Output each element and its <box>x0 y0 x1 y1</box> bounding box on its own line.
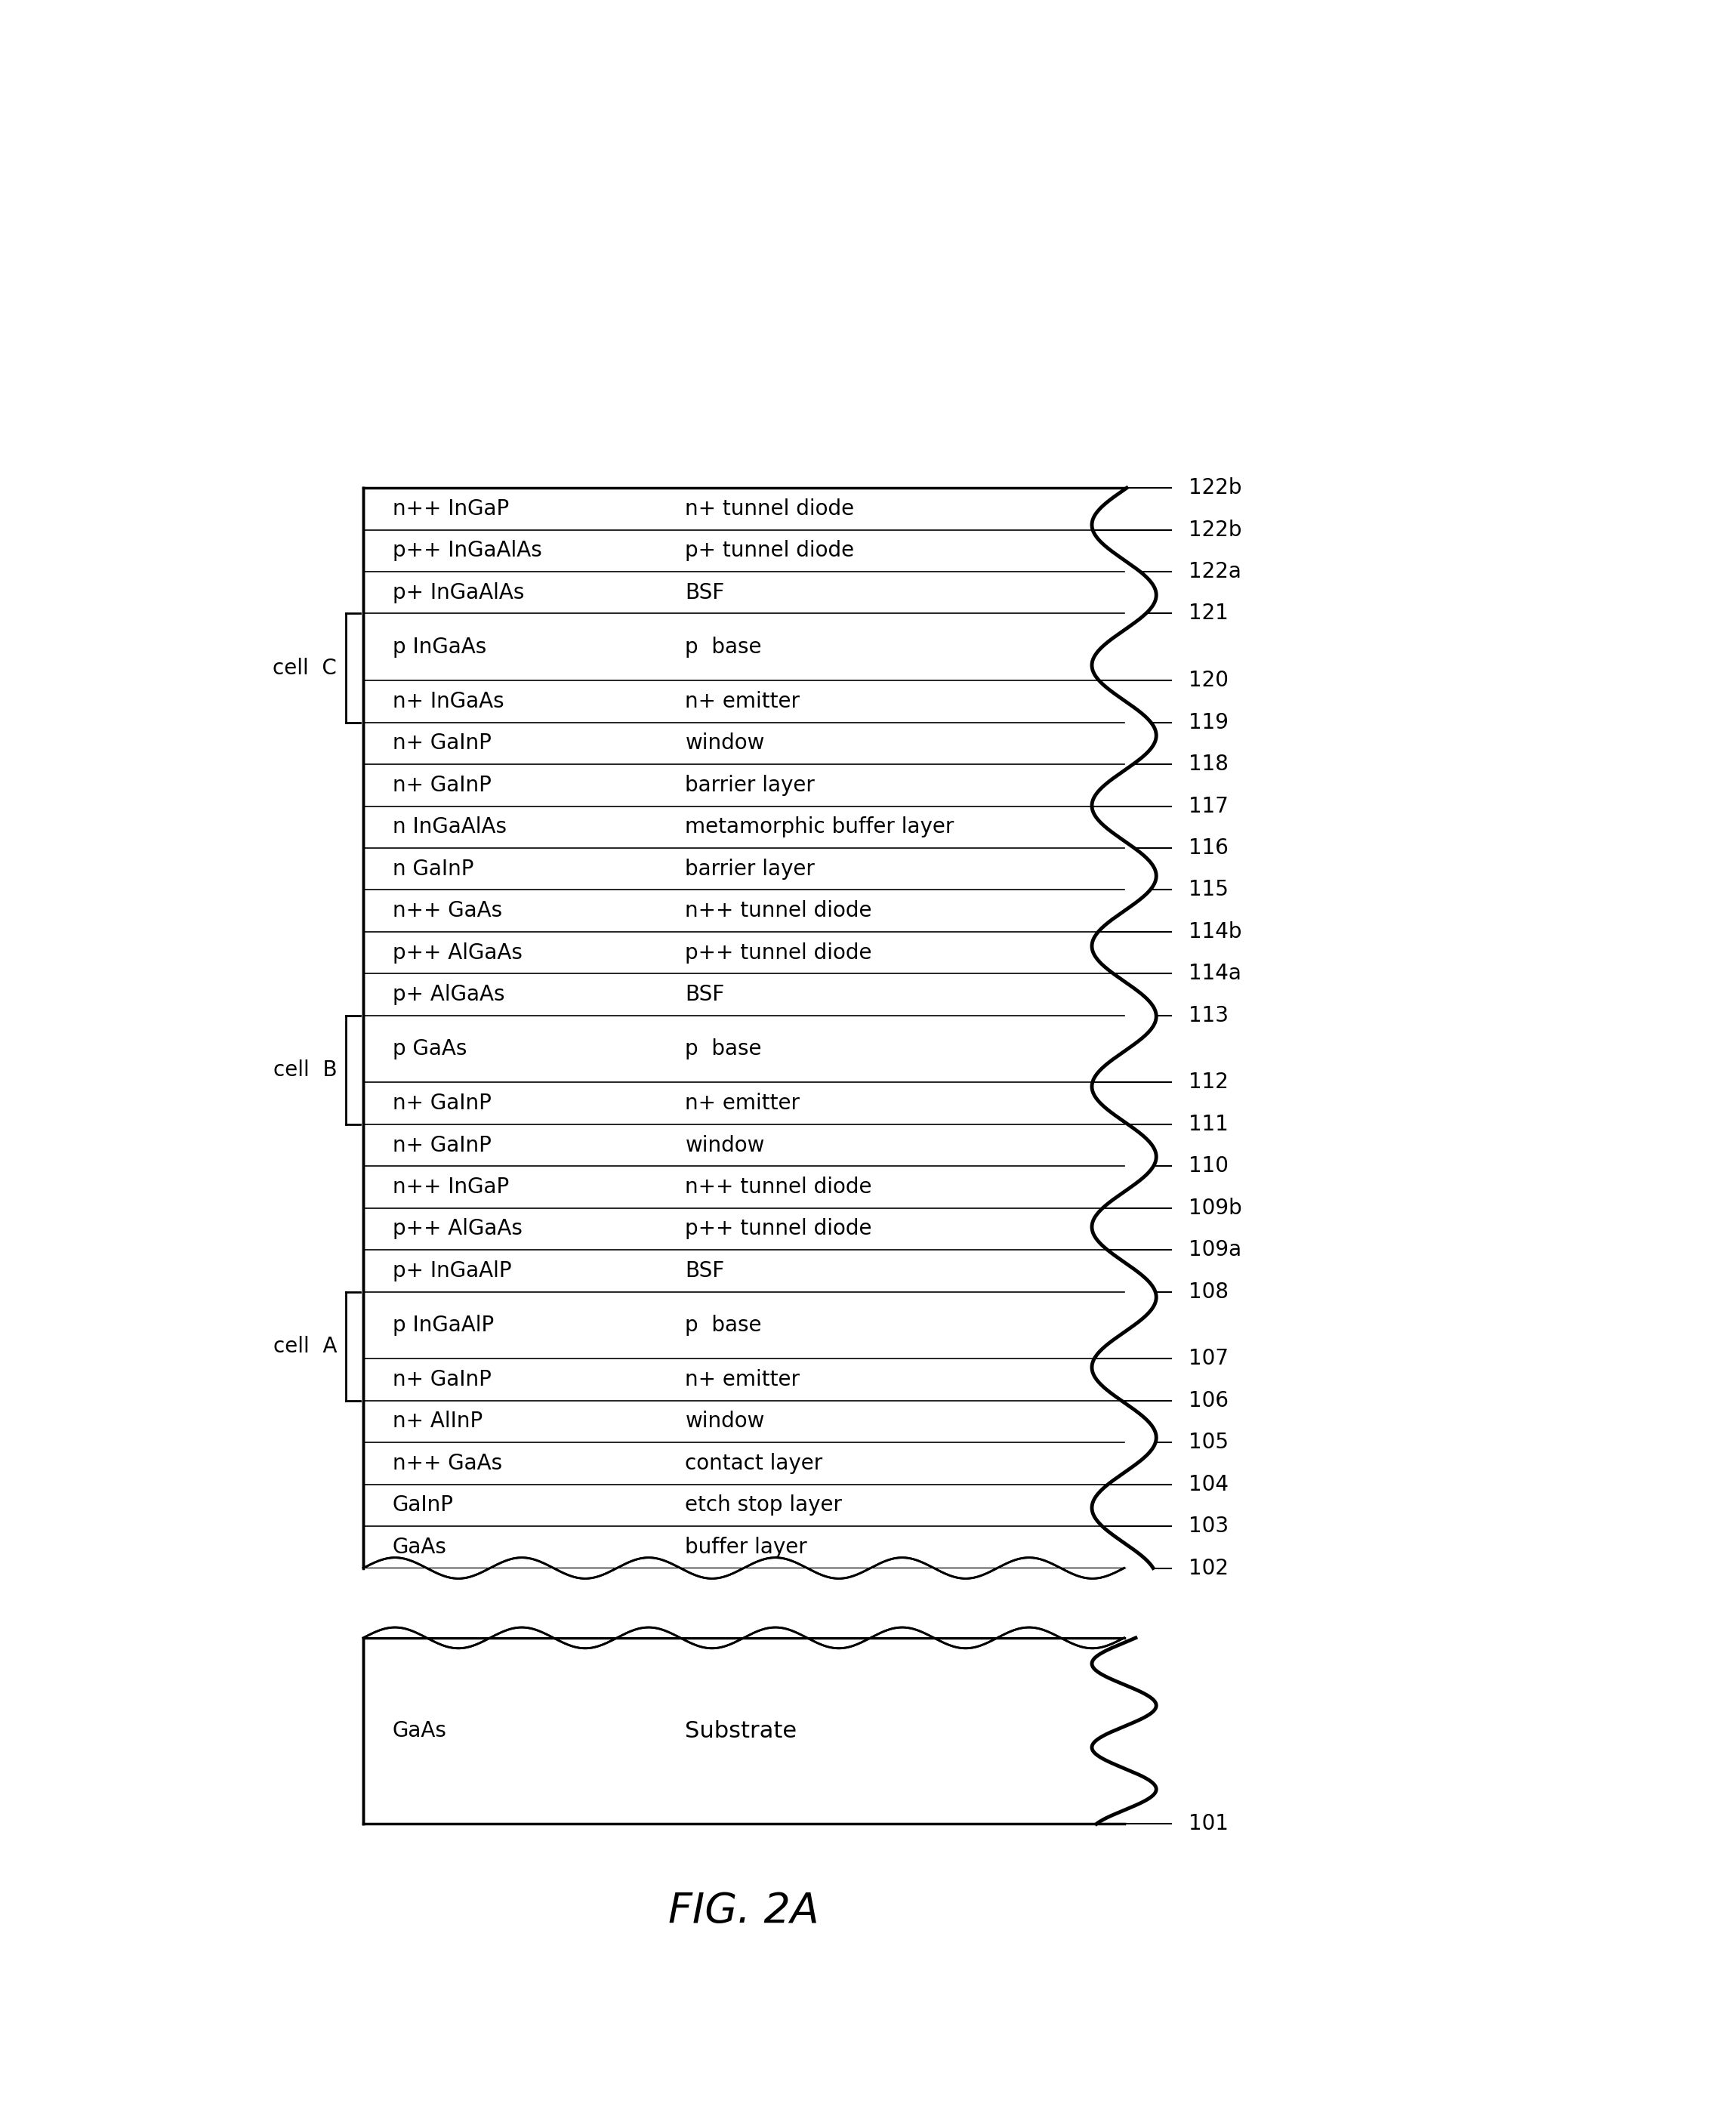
Text: p++ AlGaAs: p++ AlGaAs <box>392 1219 523 1238</box>
Text: window: window <box>686 732 766 753</box>
Text: 114b: 114b <box>1189 921 1241 943</box>
Text: n++ tunnel diode: n++ tunnel diode <box>686 900 871 921</box>
Text: n++ tunnel diode: n++ tunnel diode <box>686 1177 871 1198</box>
Text: n+ GaInP: n+ GaInP <box>392 775 491 796</box>
Text: 118: 118 <box>1189 753 1229 775</box>
Text: n+ AlInP: n+ AlInP <box>392 1411 483 1432</box>
Text: 114a: 114a <box>1189 964 1241 983</box>
Text: cell  A: cell A <box>273 1336 337 1358</box>
Text: p  base: p base <box>686 1315 762 1336</box>
Text: p+ InGaAlAs: p+ InGaAlAs <box>392 583 524 602</box>
Text: 116: 116 <box>1189 838 1229 858</box>
Text: p+ InGaAlP: p+ InGaAlP <box>392 1260 512 1281</box>
Text: buffer layer: buffer layer <box>686 1536 807 1558</box>
Text: 112: 112 <box>1189 1073 1229 1094</box>
Text: 102: 102 <box>1189 1558 1229 1579</box>
Text: GaAs: GaAs <box>392 1719 446 1741</box>
Text: 110: 110 <box>1189 1156 1229 1177</box>
Text: 107: 107 <box>1189 1349 1229 1368</box>
Text: p  base: p base <box>686 636 762 658</box>
Text: BSF: BSF <box>686 583 724 602</box>
Text: 117: 117 <box>1189 796 1229 817</box>
Text: contact layer: contact layer <box>686 1453 823 1475</box>
Text: 106: 106 <box>1189 1390 1229 1411</box>
Text: n+ InGaAs: n+ InGaAs <box>392 692 503 713</box>
Text: metamorphic buffer layer: metamorphic buffer layer <box>686 817 955 838</box>
Text: n++ InGaP: n++ InGaP <box>392 1177 509 1198</box>
Text: barrier layer: barrier layer <box>686 858 814 879</box>
Text: p+ tunnel diode: p+ tunnel diode <box>686 541 854 562</box>
Text: p GaAs: p GaAs <box>392 1038 467 1060</box>
Text: Substrate: Substrate <box>686 1719 797 1743</box>
Text: n+ tunnel diode: n+ tunnel diode <box>686 498 854 519</box>
Text: n InGaAlAs: n InGaAlAs <box>392 817 507 838</box>
Text: n++ GaAs: n++ GaAs <box>392 900 502 921</box>
Text: n+ emitter: n+ emitter <box>686 1094 800 1113</box>
Text: p InGaAs: p InGaAs <box>392 636 486 658</box>
Text: BSF: BSF <box>686 983 724 1004</box>
Text: 111: 111 <box>1189 1113 1229 1134</box>
Text: 115: 115 <box>1189 879 1229 900</box>
Text: BSF: BSF <box>686 1260 724 1281</box>
Text: n+ GaInP: n+ GaInP <box>392 1134 491 1156</box>
Text: cell  B: cell B <box>273 1060 337 1081</box>
Text: FIG. 2A: FIG. 2A <box>668 1892 819 1930</box>
Text: etch stop layer: etch stop layer <box>686 1494 842 1515</box>
Text: 109a: 109a <box>1189 1238 1241 1260</box>
Text: n++ GaAs: n++ GaAs <box>392 1453 502 1475</box>
Text: GaAs: GaAs <box>392 1536 446 1558</box>
Text: p InGaAlP: p InGaAlP <box>392 1315 495 1336</box>
Text: n+ emitter: n+ emitter <box>686 692 800 713</box>
Text: n+ GaInP: n+ GaInP <box>392 732 491 753</box>
Text: 121: 121 <box>1189 602 1229 624</box>
Text: p++ AlGaAs: p++ AlGaAs <box>392 943 523 964</box>
Bar <box>358 1568 1130 1636</box>
Text: GaInP: GaInP <box>392 1494 453 1515</box>
Text: n++ InGaP: n++ InGaP <box>392 498 509 519</box>
Text: 120: 120 <box>1189 670 1229 692</box>
Text: n+ GaInP: n+ GaInP <box>392 1094 491 1113</box>
Bar <box>363 487 1125 1568</box>
Text: p  base: p base <box>686 1038 762 1060</box>
Text: 109b: 109b <box>1189 1198 1241 1219</box>
Text: n+ emitter: n+ emitter <box>686 1368 800 1390</box>
Text: p+ AlGaAs: p+ AlGaAs <box>392 983 505 1004</box>
Text: window: window <box>686 1134 766 1156</box>
Text: 122b: 122b <box>1189 477 1241 498</box>
Text: 104: 104 <box>1189 1475 1229 1494</box>
Text: p++ tunnel diode: p++ tunnel diode <box>686 943 871 964</box>
Text: n GaInP: n GaInP <box>392 858 474 879</box>
Text: 113: 113 <box>1189 1004 1229 1026</box>
Text: p++ tunnel diode: p++ tunnel diode <box>686 1219 871 1238</box>
Text: 122a: 122a <box>1189 562 1241 583</box>
Text: 101: 101 <box>1189 1813 1229 1834</box>
Text: cell  C: cell C <box>273 658 337 679</box>
Text: 105: 105 <box>1189 1432 1229 1453</box>
Text: n+ GaInP: n+ GaInP <box>392 1368 491 1390</box>
Bar <box>363 1639 1125 1824</box>
Text: 119: 119 <box>1189 713 1229 732</box>
Text: window: window <box>686 1411 766 1432</box>
Text: p++ InGaAlAs: p++ InGaAlAs <box>392 541 542 562</box>
Text: 103: 103 <box>1189 1515 1229 1536</box>
Text: barrier layer: barrier layer <box>686 775 814 796</box>
Text: 122b: 122b <box>1189 519 1241 541</box>
Text: 108: 108 <box>1189 1281 1229 1302</box>
